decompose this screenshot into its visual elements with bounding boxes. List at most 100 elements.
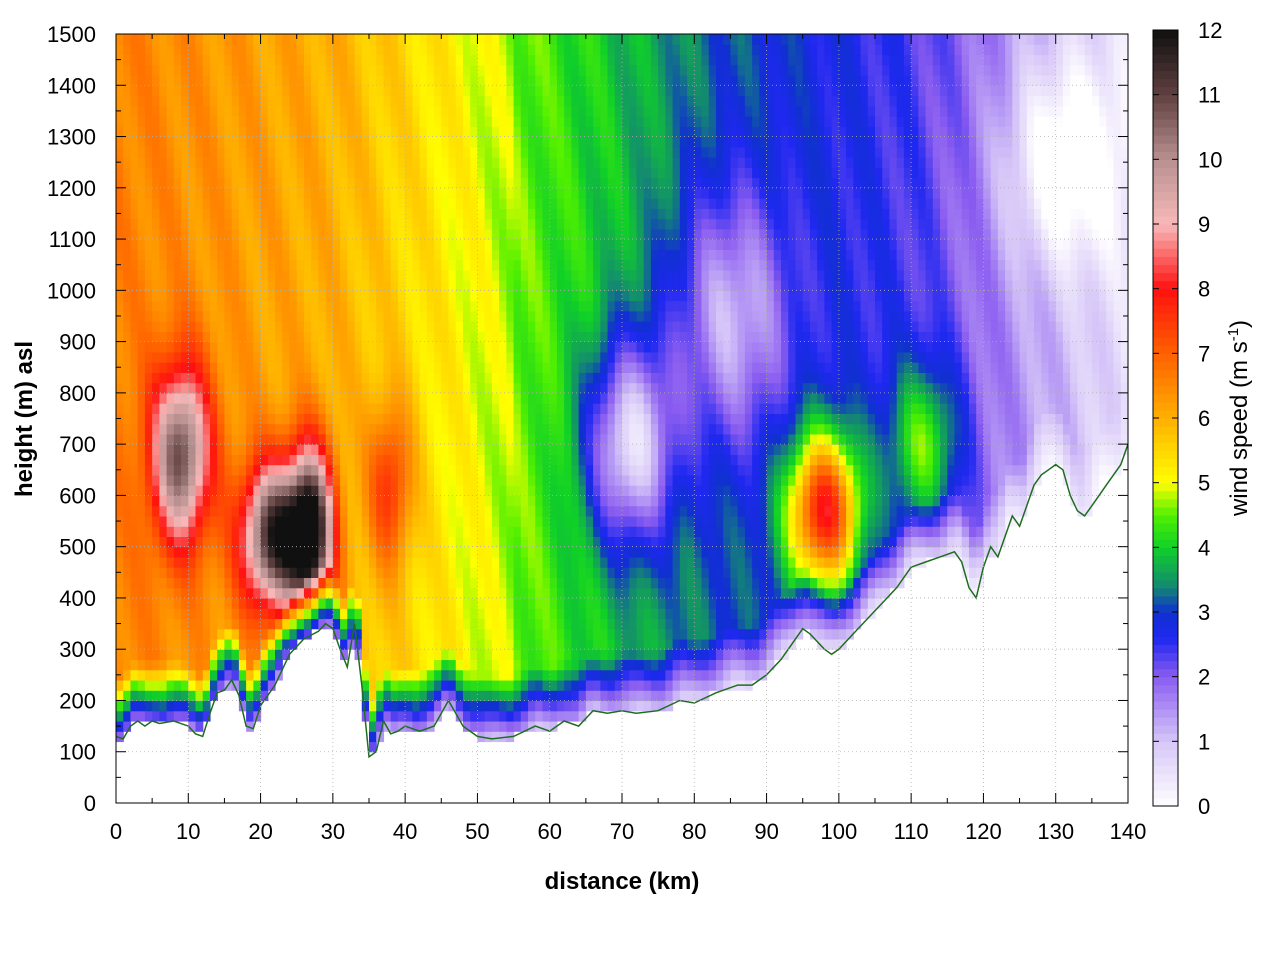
heatmap-cell <box>354 95 363 107</box>
heatmap-cell <box>506 464 515 476</box>
heatmap-cell <box>325 167 334 179</box>
heatmap-cell <box>383 628 392 640</box>
heatmap-cell <box>217 679 226 691</box>
heatmap-cell <box>412 464 421 476</box>
heatmap-cell <box>159 44 168 56</box>
heatmap-cell <box>253 618 262 630</box>
heatmap-cell <box>188 587 197 599</box>
heatmap-cell <box>188 392 197 404</box>
heatmap-cell <box>585 95 594 107</box>
heatmap-cell <box>144 567 153 579</box>
heatmap-cell <box>383 392 392 404</box>
heatmap-cell <box>585 85 594 97</box>
heatmap-cell <box>325 218 334 230</box>
heatmap-cell <box>455 618 464 630</box>
heatmap-cell <box>520 259 529 271</box>
heatmap-cell <box>202 157 211 168</box>
heatmap-cell <box>614 75 623 86</box>
heatmap-cell <box>622 454 630 466</box>
heatmap-cell <box>173 567 182 579</box>
heatmap-cell <box>282 474 291 486</box>
heatmap-cell <box>441 444 450 455</box>
heatmap-cell <box>564 64 572 76</box>
heatmap-cell <box>340 444 348 455</box>
heatmap-cell <box>564 75 572 86</box>
heatmap-cell <box>361 44 370 56</box>
heatmap-cell <box>383 618 392 630</box>
heatmap-cell <box>585 290 594 302</box>
heatmap-cell <box>144 351 153 363</box>
heatmap-cell <box>383 413 392 425</box>
heatmap-cell <box>209 444 218 455</box>
heatmap-cell <box>209 44 218 56</box>
heatmap-cell <box>607 351 616 363</box>
heatmap-cell <box>520 249 529 261</box>
heatmap-cell <box>267 259 276 271</box>
heatmap-cell <box>499 587 507 599</box>
heatmap-cell <box>260 341 269 353</box>
heatmap-cell <box>470 198 479 209</box>
heatmap-cell <box>116 187 124 199</box>
heatmap-cell <box>173 515 182 527</box>
heatmap-cell <box>116 146 124 158</box>
heatmap-cell <box>441 208 450 220</box>
heatmap-cell <box>643 95 652 107</box>
heatmap-cell <box>629 167 638 179</box>
heatmap-cell <box>629 208 638 220</box>
heatmap-cell <box>506 85 515 97</box>
heatmap-cell <box>564 167 572 179</box>
heatmap-cell <box>405 403 413 414</box>
heatmap-cell <box>397 341 406 353</box>
heatmap-cell <box>217 321 226 332</box>
heatmap-cell <box>556 382 565 394</box>
heatmap-cell <box>549 700 558 712</box>
heatmap-cell <box>130 700 139 712</box>
heatmap-cell <box>238 403 247 414</box>
heatmap-cell <box>506 413 515 425</box>
heatmap-cell <box>144 669 153 681</box>
heatmap-cell <box>607 577 616 589</box>
heatmap-cell <box>636 454 645 466</box>
heatmap-cell <box>282 485 291 496</box>
heatmap-cell <box>224 280 233 291</box>
heatmap-cell <box>260 208 269 220</box>
heatmap-cell <box>347 351 356 363</box>
heatmap-cell <box>513 474 522 486</box>
heatmap-cell <box>260 474 269 486</box>
heatmap-cell <box>470 116 479 127</box>
heatmap-cell <box>390 75 399 86</box>
heatmap-cell <box>246 372 254 384</box>
heatmap-cell <box>260 392 269 404</box>
heatmap-cell <box>593 392 601 404</box>
heatmap-cell <box>535 310 544 322</box>
heatmap-cell <box>650 372 659 384</box>
heatmap-cell <box>462 290 471 302</box>
heatmap-cell <box>556 628 565 640</box>
heatmap-cell <box>629 310 638 322</box>
heatmap-cell <box>202 690 211 702</box>
heatmap-cell <box>376 669 385 681</box>
heatmap-cell <box>296 341 305 353</box>
heatmap-cell <box>629 75 638 86</box>
heatmap-cell <box>224 659 233 671</box>
heatmap-cell <box>448 269 457 281</box>
heatmap-cell <box>173 177 182 189</box>
heatmap-cell <box>166 34 175 45</box>
heatmap-cell <box>303 177 312 189</box>
heatmap-cell <box>520 485 529 496</box>
heatmap-cell <box>159 187 168 199</box>
heatmap-cell <box>477 526 486 538</box>
heatmap-cell <box>390 290 399 302</box>
heatmap-cell <box>506 239 515 250</box>
heatmap-cell <box>253 218 262 230</box>
heatmap-cell <box>441 372 450 384</box>
heatmap-cell <box>181 587 189 599</box>
heatmap-cell <box>622 126 630 138</box>
heatmap-cell <box>499 280 507 291</box>
heatmap-cell <box>405 208 413 220</box>
heatmap-cell <box>462 259 471 271</box>
heatmap-cell <box>209 372 218 384</box>
heatmap-cell <box>238 444 247 455</box>
heatmap-cell <box>166 638 175 650</box>
heatmap-cell <box>593 341 601 353</box>
